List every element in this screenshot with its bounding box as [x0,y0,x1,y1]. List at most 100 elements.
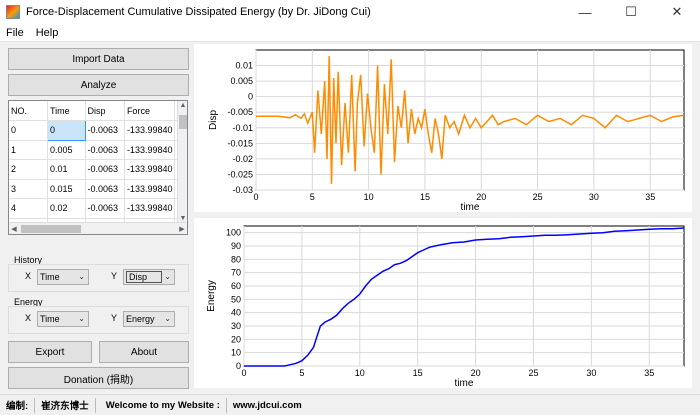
table-cell[interactable]: -133.99840 [124,179,176,199]
y-axis-label: Energy [206,280,217,312]
history-y-value: Disp [126,271,162,283]
app-icon [6,5,20,19]
scroll-left-icon[interactable]: ◀ [11,226,17,233]
x-tick-label: 10 [355,368,365,378]
x-tick-label: 5 [310,192,315,202]
menu-bar: File Help [0,24,700,42]
x-axis-label: time [455,378,474,388]
x-tick-label: 20 [476,192,486,202]
vertical-scroll-thumb[interactable] [179,115,187,129]
table-cell[interactable]: 0.02 [47,198,86,219]
history-y-select[interactable]: Disp ⌄ [123,269,175,285]
website-link[interactable]: www.jdcui.com [232,399,302,411]
history-x-value: Time [40,272,60,282]
y-tick-label: 30 [231,321,241,331]
table-cell[interactable]: -133.99840 [124,120,176,141]
x-tick-label: 25 [528,368,538,378]
x-tick-label: 10 [364,192,374,202]
table-row[interactable]: 0 0 -0.0063 -133.99840 [9,120,187,141]
x-tick-label: 0 [241,368,246,378]
horizontal-scroll-thumb[interactable] [21,225,81,233]
table-cell[interactable]: -0.0063 [85,198,125,219]
column-header-force[interactable]: Force [124,101,176,121]
energy-chart-panel: 0 5 10 15 20 25 30 35 100 90 80 70 60 50 40 30 20 10 0 time… [194,218,692,389]
series-line [244,227,685,367]
scroll-down-icon[interactable]: ▼ [179,215,187,222]
table-cell[interactable]: -133.99840 [124,159,176,180]
table-cell[interactable]: 0.01 [47,159,86,180]
row-number: 3 [9,179,48,199]
y-axis-label: Disp [208,110,219,130]
table-cell[interactable]: -133.99840 [124,140,176,160]
window-title: Force-Displacement Cumulative Dissipated… [26,6,371,18]
y-tick-label: 50 [231,294,241,304]
plot-area [243,225,685,367]
energy-chart: 0 5 10 15 20 25 30 351009080706050403020100time… [206,225,685,389]
menu-file[interactable]: File [6,26,24,39]
close-button[interactable]: ✕ [671,4,683,19]
table-cell[interactable]: -0.0063 [85,120,125,141]
energy-y-select[interactable]: Energy ⌄ [123,311,175,327]
chevron-down-icon: ⌄ [78,272,85,281]
displacement-chart-panel: 0 5 10 15 20 25 30 35 0.01 0.005 0 -0.005 -0.01 -0.01… [194,44,692,213]
column-header-time[interactable]: Time [47,101,86,121]
y-tick-label: 70 [231,268,241,278]
table-row[interactable]: 1 0.005 -0.0063 -133.99840 [9,140,187,160]
column-header-disp[interactable]: Disp [85,101,125,121]
y-tick-label: 60 [231,281,241,291]
chevron-down-icon: ⌄ [78,314,85,323]
x-tick-label: 25 [533,192,543,202]
energy-group: X Time ⌄ Y Energy ⌄ [8,306,189,334]
y-tick-label: 10 [231,348,241,358]
table-cell[interactable]: -133.99840 [124,198,176,219]
energy-y-value: Energy [126,314,155,324]
y-tick-label: 0.005 [230,76,253,86]
scroll-right-icon[interactable]: ▶ [179,226,185,233]
table-cell[interactable]: 0.005 [47,140,86,160]
displacement-chart: 0 5 10 15 20 25 30 35 0.01 0.005 0 -0.005 -0.01 -0.01… [208,49,685,213]
data-grid[interactable]: NO. Time Disp Force C 0 0 -0.0063 -133.9… [8,100,188,235]
x-tick-label: 0 [253,192,258,202]
x-tick-label: 5 [299,368,304,378]
x-tick-label: 30 [586,368,596,378]
row-number: 4 [9,198,48,219]
chevron-down-icon: ⌄ [164,272,171,281]
maximize-button[interactable]: ☐ [625,4,637,19]
energy-x-value: Time [40,314,60,324]
table-row[interactable]: 4 0.02 -0.0063 -133.99840 [9,198,187,219]
y-tick-label: 20 [231,334,241,344]
y-tick-label: -0.015 [227,138,253,148]
table-cell[interactable]: 0.015 [47,179,86,199]
x-tick-label: 30 [589,192,599,202]
x-tick-label: 20 [471,368,481,378]
x-tick-label: 15 [413,368,423,378]
y-tick-label: -0.005 [227,107,253,117]
table-cell[interactable]: 0 [46,120,86,141]
table-cell[interactable]: -0.0063 [85,159,125,180]
table-row[interactable]: 3 0.015 -0.0063 -133.99840 [9,179,187,199]
author-name: 崔济东博士 [35,397,96,413]
scroll-up-icon[interactable]: ▲ [179,102,187,109]
minimize-button[interactable]: — [578,4,592,20]
y-tick-label: 0.01 [235,61,253,71]
table-cell[interactable]: -0.0063 [85,179,125,199]
y-tick-label: -0.02 [232,154,253,164]
column-header-no[interactable]: NO. [9,101,48,121]
table-row[interactable]: 2 0.01 -0.0063 -133.99840 [9,159,187,180]
import-data-button[interactable]: Import Data [8,48,189,70]
history-group-label: History [14,255,43,265]
series-line [256,56,685,184]
donation-button[interactable]: Donation (捐助) [8,367,189,389]
about-button[interactable]: About [99,341,189,363]
energy-x-select[interactable]: Time ⌄ [37,311,89,327]
menu-help[interactable]: Help [35,26,59,39]
export-button[interactable]: Export [8,341,92,363]
table-cell[interactable]: -0.0063 [85,140,125,160]
vertical-scrollbar[interactable]: ▲ ▼ [177,101,187,223]
y-tick-label: 40 [231,308,241,318]
y-tick-label: 90 [231,241,241,251]
horizontal-scrollbar[interactable]: ◀ ▶ [9,222,187,234]
history-x-select[interactable]: Time ⌄ [37,269,89,285]
analyze-button[interactable]: Analyze [8,74,189,96]
energy-y-label: Y [111,313,118,323]
